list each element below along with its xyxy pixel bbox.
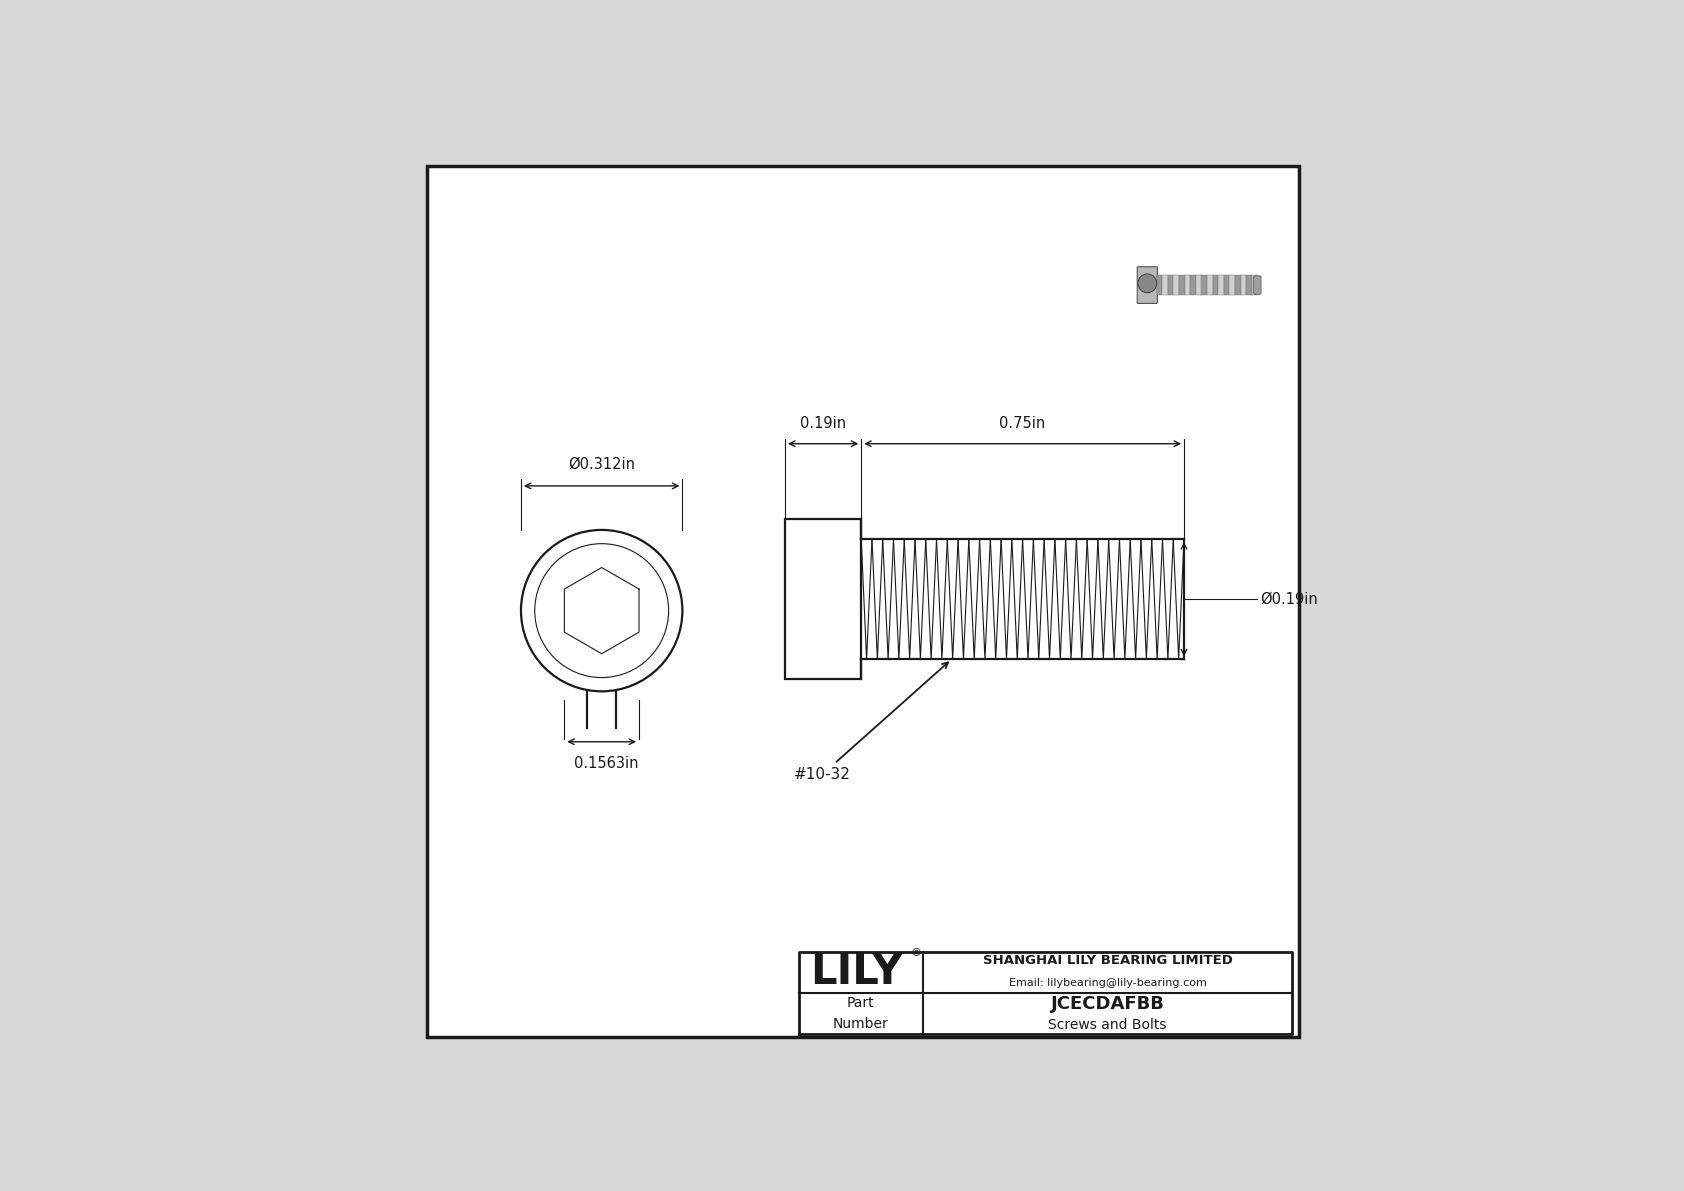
FancyBboxPatch shape bbox=[428, 166, 1298, 1037]
FancyBboxPatch shape bbox=[1184, 275, 1191, 295]
Text: ®: ® bbox=[911, 948, 921, 958]
FancyBboxPatch shape bbox=[1207, 275, 1212, 295]
Text: LILY: LILY bbox=[810, 952, 903, 993]
FancyBboxPatch shape bbox=[1246, 275, 1253, 295]
FancyBboxPatch shape bbox=[1196, 275, 1202, 295]
FancyBboxPatch shape bbox=[1224, 275, 1229, 295]
Text: Screws and Bolts: Screws and Bolts bbox=[1047, 1017, 1167, 1031]
Text: Email: lilybearing@lily-bearing.com: Email: lilybearing@lily-bearing.com bbox=[1009, 979, 1206, 989]
Text: Part
Number: Part Number bbox=[834, 997, 889, 1031]
FancyBboxPatch shape bbox=[1162, 275, 1169, 295]
FancyBboxPatch shape bbox=[1253, 276, 1261, 294]
FancyBboxPatch shape bbox=[1167, 275, 1174, 295]
FancyBboxPatch shape bbox=[785, 519, 861, 679]
FancyBboxPatch shape bbox=[1201, 275, 1207, 295]
Text: 0.19in: 0.19in bbox=[800, 416, 847, 431]
Text: Ø0.19in: Ø0.19in bbox=[1260, 592, 1319, 606]
FancyBboxPatch shape bbox=[1157, 275, 1162, 295]
Text: 0.75in: 0.75in bbox=[1000, 416, 1046, 431]
FancyBboxPatch shape bbox=[1174, 275, 1179, 295]
Text: #10-32: #10-32 bbox=[795, 662, 948, 781]
FancyBboxPatch shape bbox=[1179, 275, 1186, 295]
Circle shape bbox=[1138, 274, 1157, 293]
FancyBboxPatch shape bbox=[1191, 275, 1196, 295]
FancyBboxPatch shape bbox=[1234, 275, 1241, 295]
FancyBboxPatch shape bbox=[1241, 275, 1246, 295]
FancyBboxPatch shape bbox=[1137, 267, 1157, 304]
Text: 0.1563in: 0.1563in bbox=[574, 756, 638, 772]
Text: JCECDAFBB: JCECDAFBB bbox=[1051, 994, 1164, 1012]
Text: Ø0.312in: Ø0.312in bbox=[568, 457, 635, 472]
FancyBboxPatch shape bbox=[1229, 275, 1236, 295]
Text: SHANGHAI LILY BEARING LIMITED: SHANGHAI LILY BEARING LIMITED bbox=[982, 954, 1233, 967]
FancyBboxPatch shape bbox=[1218, 275, 1224, 295]
FancyBboxPatch shape bbox=[1251, 275, 1258, 295]
FancyBboxPatch shape bbox=[1212, 275, 1219, 295]
